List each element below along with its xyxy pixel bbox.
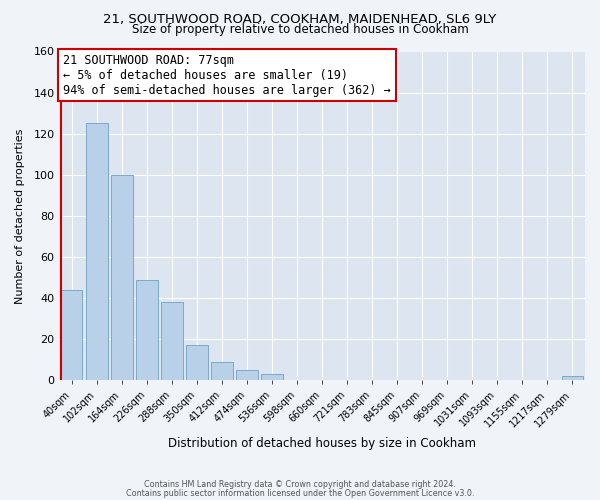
Bar bbox=[236, 370, 258, 380]
Bar bbox=[161, 302, 182, 380]
Text: 21, SOUTHWOOD ROAD, COOKHAM, MAIDENHEAD, SL6 9LY: 21, SOUTHWOOD ROAD, COOKHAM, MAIDENHEAD,… bbox=[103, 12, 497, 26]
Y-axis label: Number of detached properties: Number of detached properties bbox=[15, 128, 25, 304]
Text: Contains public sector information licensed under the Open Government Licence v3: Contains public sector information licen… bbox=[126, 489, 474, 498]
Text: Contains HM Land Registry data © Crown copyright and database right 2024.: Contains HM Land Registry data © Crown c… bbox=[144, 480, 456, 489]
Bar bbox=[262, 374, 283, 380]
Bar bbox=[61, 290, 82, 380]
Bar bbox=[136, 280, 158, 380]
Bar bbox=[111, 175, 133, 380]
Text: 21 SOUTHWOOD ROAD: 77sqm
← 5% of detached houses are smaller (19)
94% of semi-de: 21 SOUTHWOOD ROAD: 77sqm ← 5% of detache… bbox=[63, 54, 391, 96]
X-axis label: Distribution of detached houses by size in Cookham: Distribution of detached houses by size … bbox=[168, 437, 476, 450]
Bar bbox=[86, 124, 107, 380]
Bar bbox=[211, 362, 233, 380]
Bar bbox=[562, 376, 583, 380]
Text: Size of property relative to detached houses in Cookham: Size of property relative to detached ho… bbox=[131, 22, 469, 36]
Bar bbox=[187, 346, 208, 380]
